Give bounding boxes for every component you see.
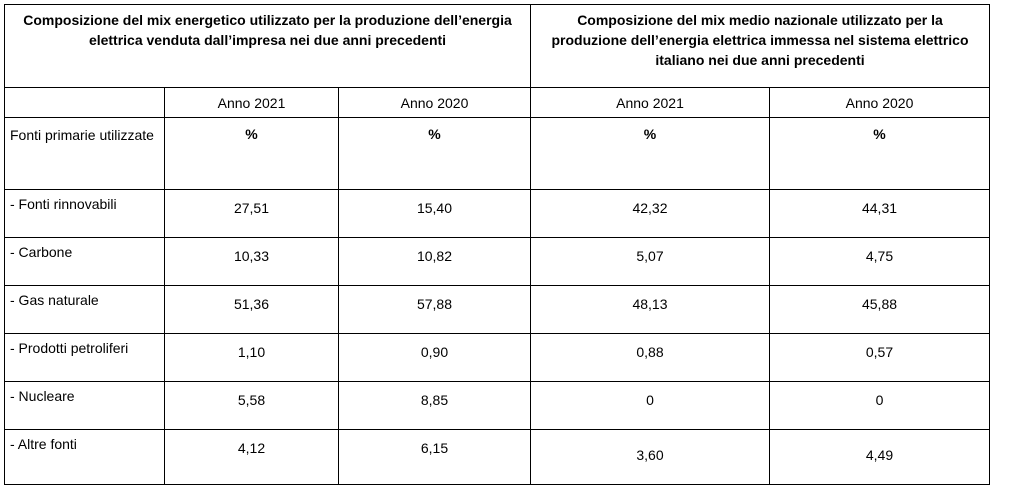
table-row: - Gas naturale 51,36 57,88 48,13 45,88 (4, 285, 991, 334)
value-cell: 45,88 (768, 285, 991, 334)
year-cell: Anno 2020 (338, 87, 531, 118)
table-row: - Nucleare 5,58 8,85 0 0 (4, 381, 991, 430)
value-cell: 10,33 (164, 237, 339, 286)
value-cell: 27,51 (164, 189, 339, 238)
unit-cell: % (530, 117, 770, 190)
row-label: - Altre fonti (4, 429, 165, 485)
value-cell: 0,88 (530, 333, 770, 382)
value-cell: 4,12 (164, 429, 339, 485)
value-cell: 0 (768, 381, 991, 430)
year-cell: Anno 2021 (164, 87, 339, 118)
value-cell: 8,85 (338, 381, 531, 430)
value-cell: 51,36 (164, 285, 339, 334)
value-cell: 5,07 (530, 237, 770, 286)
value-cell: 10,82 (338, 237, 531, 286)
table-row: - Carbone 10,33 10,82 5,07 4,75 (4, 237, 991, 286)
energy-mix-table: Composizione del mix energetico utilizza… (4, 4, 991, 485)
row-label: - Prodotti petroliferi (4, 333, 165, 382)
value-cell: 5,58 (164, 381, 339, 430)
value-cell: 44,31 (768, 189, 991, 238)
value-cell: 6,15 (338, 429, 531, 485)
value-cell: 57,88 (338, 285, 531, 334)
unit-cell: % (768, 117, 991, 190)
value-cell: 15,40 (338, 189, 531, 238)
year-cell: Anno 2020 (768, 87, 991, 118)
value-cell: 3,60 (530, 429, 770, 485)
value-cell: 48,13 (530, 285, 770, 334)
table-row: - Fonti rinnovabili 27,51 15,40 42,32 44… (4, 189, 991, 238)
row-label: - Fonti rinnovabili (4, 189, 165, 238)
row-label: - Carbone (4, 237, 165, 286)
year-row: Anno 2021 Anno 2020 Anno 2021 Anno 2020 (4, 87, 991, 118)
table-row: - Altre fonti 4,12 6,15 3,60 4,49 (4, 429, 991, 485)
header-row: Composizione del mix energetico utilizza… (4, 4, 991, 88)
row-label: - Gas naturale (4, 285, 165, 334)
row-label: - Nucleare (4, 381, 165, 430)
value-cell: 0 (530, 381, 770, 430)
unit-cell: % (164, 117, 339, 190)
value-cell: 4,49 (768, 429, 991, 485)
value-cell: 4,75 (768, 237, 991, 286)
year-cell: Anno 2021 (530, 87, 770, 118)
national-mix-header: Composizione del mix medio nazionale uti… (529, 4, 991, 88)
value-cell: 42,32 (530, 189, 770, 238)
units-label: Fonti primarie utilizzate (4, 117, 165, 190)
table-row: - Prodotti petroliferi 1,10 0,90 0,88 0,… (4, 333, 991, 382)
company-mix-header: Composizione del mix energetico utilizza… (4, 4, 531, 88)
units-row: Fonti primarie utilizzate % % % % (4, 117, 991, 190)
value-cell: 1,10 (164, 333, 339, 382)
unit-cell: % (338, 117, 531, 190)
value-cell: 0,90 (338, 333, 531, 382)
value-cell: 0,57 (768, 333, 991, 382)
year-row-empty-cell (4, 87, 165, 118)
